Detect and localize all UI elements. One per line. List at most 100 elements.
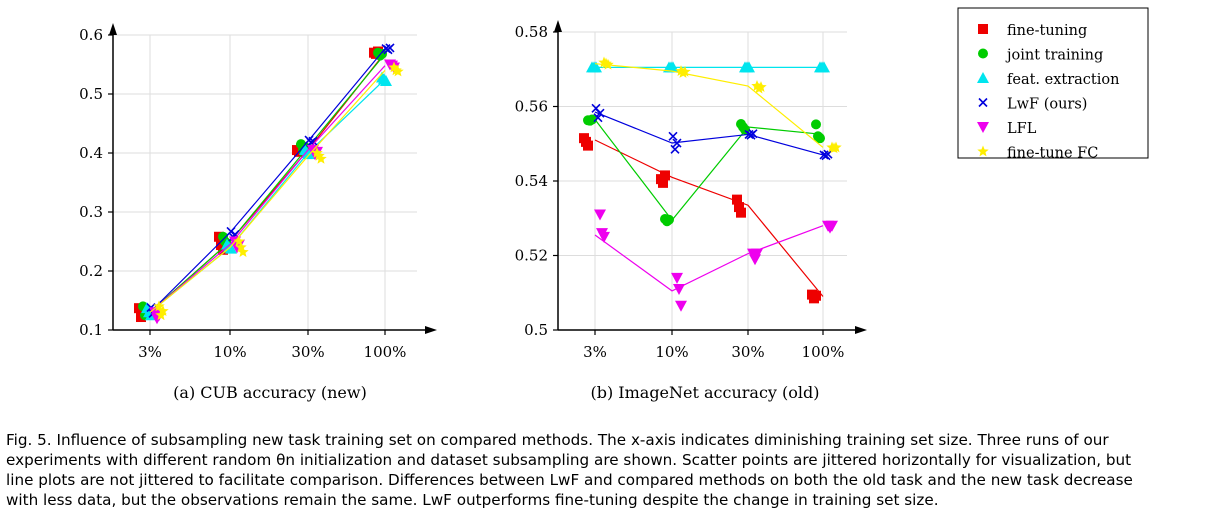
- data-point: [670, 144, 680, 154]
- x-tick-label: 3%: [583, 343, 607, 361]
- series-lfl: [594, 209, 838, 312]
- y-tick-label: 0.5: [79, 85, 103, 103]
- x-tick-label: 100%: [364, 343, 407, 361]
- data-point: [235, 241, 247, 253]
- x-tick-label: 100%: [802, 343, 845, 361]
- series-fine-tuning: [579, 133, 824, 304]
- data-point: [668, 131, 678, 141]
- data-point: [830, 141, 842, 153]
- y-tick-label: 0.56: [515, 98, 548, 116]
- y-tick-label: 0.3: [79, 203, 103, 221]
- data-point: [377, 48, 387, 59]
- data-point: [153, 300, 165, 312]
- data-point: [313, 149, 325, 161]
- data-point: [751, 248, 763, 260]
- series-line: [594, 63, 824, 148]
- x-tick-label: 30%: [291, 343, 324, 361]
- data-point: [595, 108, 605, 118]
- data-point: [658, 177, 668, 188]
- data-point: [660, 170, 670, 181]
- data-point: [590, 61, 602, 73]
- legend-box: [957, 7, 1149, 159]
- data-point: [315, 152, 327, 164]
- data-point: [679, 65, 691, 77]
- y-tick-label: 0.4: [79, 144, 103, 162]
- series-fine-tune-fc: [594, 56, 842, 154]
- caption-line: experiments with different random θn ini…: [6, 451, 1132, 469]
- legend-label-joint-training: joint training: [1005, 48, 1103, 64]
- series-joint-training: [583, 114, 825, 227]
- data-point: [233, 239, 245, 251]
- series-line: [149, 65, 386, 313]
- data-point: [225, 242, 237, 254]
- y-tick-label: 0.58: [515, 23, 548, 41]
- data-point: [380, 75, 392, 87]
- legend-label-lfl: LFL: [1007, 121, 1037, 137]
- series-line: [594, 111, 824, 156]
- data-point: [593, 113, 603, 123]
- legend-label-feat-extraction: feat. extraction: [1007, 72, 1119, 88]
- data-point: [237, 246, 249, 257]
- subcaption-a: (a) CUB accuracy (new): [173, 383, 367, 402]
- data-point: [743, 61, 755, 73]
- series-lfl: [149, 59, 400, 325]
- data-point: [673, 284, 685, 296]
- x-axis-arrow: [855, 326, 867, 334]
- y-tick-label: 0.1: [79, 321, 103, 339]
- y-axis-arrow: [554, 20, 562, 32]
- data-point: [672, 138, 682, 148]
- chart-imagenet-accuracy: 0.5 0.52 0.54 0.56 0.58 3% 10% 30% 100%: [515, 20, 867, 361]
- figure-caption: Fig. 5. Influence of subsampling new tas…: [6, 430, 1226, 510]
- y-tick-label: 0.5: [524, 321, 548, 339]
- data-point: [233, 235, 245, 247]
- legend-label-lwf-ours: LwF (ours): [1007, 97, 1087, 113]
- data-point: [388, 61, 400, 73]
- data-point: [157, 305, 169, 316]
- data-point: [734, 202, 744, 213]
- data-point: [583, 140, 593, 151]
- y-tick-label: 0.52: [515, 247, 548, 265]
- y-tick-label: 0.54: [515, 172, 548, 190]
- series-fine-tune-fc: [149, 61, 404, 321]
- y-axis-arrow: [109, 23, 117, 35]
- grid: [113, 34, 417, 331]
- legend-label-fine-tune-fc: fine-tune FC: [1007, 146, 1098, 162]
- legend-label-fine-tuning: fine-tuning: [1007, 23, 1087, 39]
- x-axis-arrow: [425, 326, 437, 334]
- data-point: [736, 207, 746, 218]
- caption-line: line plots are not jittered to facilitat…: [6, 471, 1133, 489]
- data-point: [598, 231, 610, 243]
- data-point: [823, 149, 833, 159]
- data-point: [594, 209, 606, 221]
- legend-marker-fine-tune-fc: [977, 145, 989, 157]
- series-line: [594, 119, 824, 222]
- data-point: [303, 148, 315, 160]
- data-point: [671, 272, 683, 284]
- chart-cub-accuracy: 0.1 0.2 0.3 0.4 0.5 0.6 3% 10% 30% 100%: [79, 23, 437, 361]
- data-point: [811, 290, 821, 301]
- data-point: [392, 65, 404, 77]
- data-point: [818, 61, 830, 73]
- data-point: [732, 194, 742, 205]
- data-point: [308, 136, 318, 146]
- series-lwf-ours: [591, 103, 833, 161]
- legend-marker-joint-training: [978, 48, 988, 59]
- legend-marker-fine-tuning: [978, 24, 988, 34]
- series-joint-training: [138, 47, 387, 321]
- data-point: [811, 119, 821, 130]
- data-point: [815, 133, 825, 144]
- y-tick-label: 0.2: [79, 262, 103, 280]
- data-point: [755, 81, 767, 92]
- x-tick-label: 30%: [731, 343, 764, 361]
- data-point: [748, 129, 758, 139]
- data-point: [385, 43, 395, 53]
- data-point: [675, 300, 687, 312]
- data-point: [664, 214, 674, 225]
- legend-marker-lfl: [977, 122, 989, 133]
- x-tick-label: 3%: [138, 343, 162, 361]
- series-line: [149, 53, 386, 313]
- y-tick-label: 0.6: [79, 26, 103, 44]
- subcaption-b: (b) ImageNet accuracy (old): [590, 383, 819, 402]
- series-line: [149, 69, 386, 313]
